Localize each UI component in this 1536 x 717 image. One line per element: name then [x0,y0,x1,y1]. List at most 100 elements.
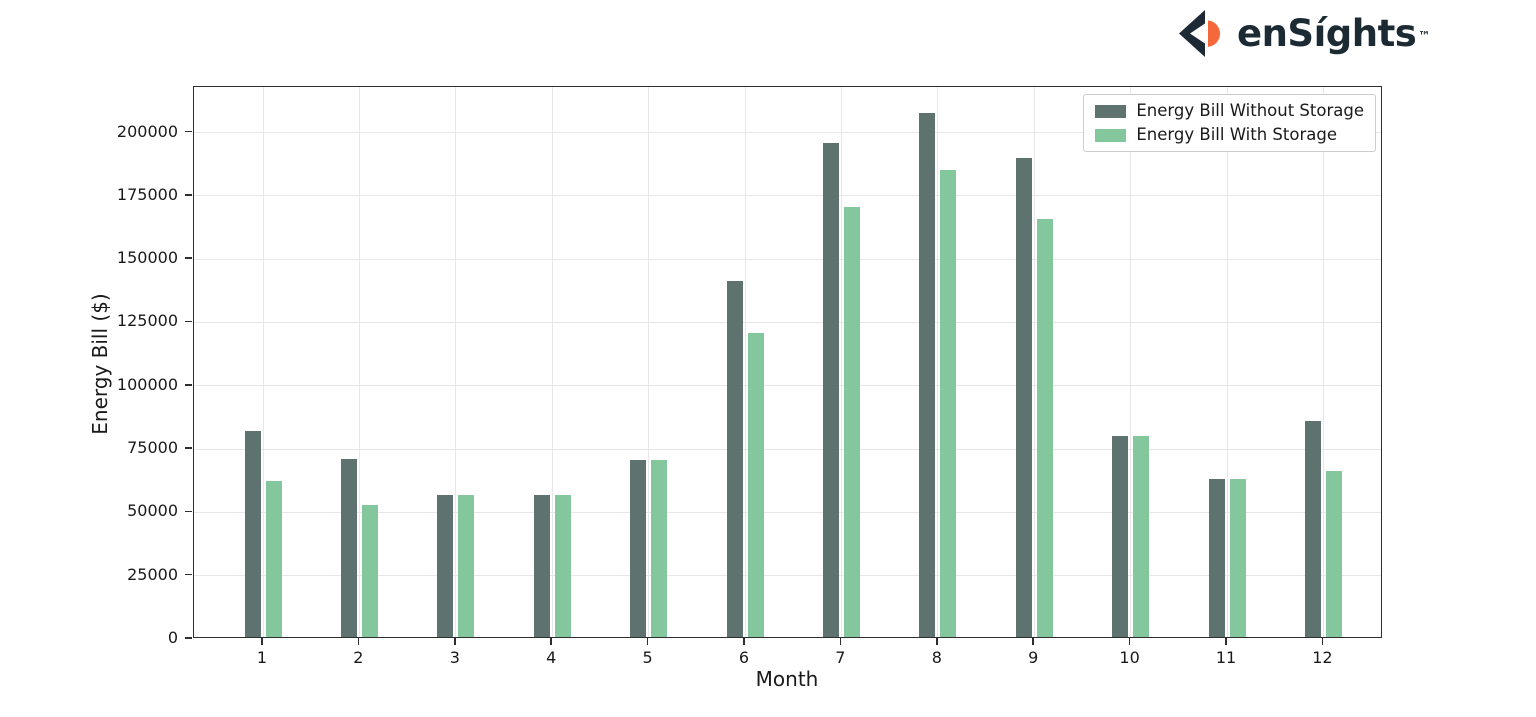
x-tick-label: 1 [256,648,268,667]
bar-month-10-series-0 [1112,435,1129,637]
y-gridline [194,385,1381,387]
x-tick-label: 11 [1215,648,1237,667]
bar-month-8-series-1 [940,169,957,637]
x-tick-mark [936,638,938,645]
x-gridline [551,87,553,637]
bar-month-5-series-1 [651,459,668,637]
y-tick-label: 100000 [116,374,178,394]
y-tick-mark [185,320,192,323]
y-gridline [194,132,1381,134]
x-tick-mark [1225,638,1227,645]
legend-swatch-with-storage [1095,128,1127,142]
y-gridline [194,448,1381,450]
bar-month-4-series-1 [554,495,571,637]
bar-month-7-series-0 [822,143,839,637]
chart-legend: Energy Bill Without Storage Energy Bill … [1083,94,1376,153]
x-tick-mark [550,638,552,645]
x-tick-mark [357,638,360,645]
x-gridline [648,87,650,637]
x-tick-mark [1321,638,1324,645]
x-tick-mark [743,638,745,645]
bar-month-2-series-0 [340,458,357,637]
bar-month-6-series-0 [726,281,743,637]
bar-month-6-series-1 [747,333,764,637]
x-tick-label: 7 [835,648,846,667]
x-tick-mark [839,638,842,645]
y-tick-mark [185,447,192,449]
y-tick-mark [185,194,192,196]
y-gridline [194,575,1381,577]
y-tick-label: 125000 [116,311,178,331]
y-tick-mark [185,130,192,133]
x-gridline [1033,87,1035,637]
bar-month-3-series-0 [437,495,454,637]
y-tick-label: 150000 [116,248,178,268]
bar-month-5-series-0 [630,459,647,637]
bar-month-11-series-0 [1208,478,1225,637]
y-axis-title: Energy Bill ($) [88,293,112,435]
x-tick-mark [261,638,263,645]
x-tick-mark [1128,638,1131,645]
y-tick-label: 75000 [127,438,178,458]
x-gridline [1130,87,1132,637]
x-tick-label: 2 [353,648,364,667]
bar-month-1-series-1 [265,481,282,637]
logo-wordmark: enSíghts ™ [1237,15,1430,52]
legend-item-with-storage: Energy Bill With Storage [1095,125,1364,145]
x-tick-mark [1032,638,1034,645]
y-tick-label: 50000 [127,501,178,521]
bar-month-3-series-1 [458,495,475,637]
bar-month-2-series-1 [361,505,378,637]
x-tick-label: 10 [1119,648,1140,667]
bar-month-4-series-0 [533,495,550,637]
x-gridline [1322,87,1324,637]
legend-item-without-storage: Energy Bill Without Storage [1095,101,1364,120]
x-axis-title: Month [755,667,819,691]
y-tick-label: 175000 [116,184,178,204]
bar-month-8-series-0 [919,112,936,637]
x-gridline [937,87,939,637]
x-gridline [1226,87,1228,637]
y-gridline [194,258,1381,260]
bar-month-12-series-1 [1325,471,1342,637]
x-tick-label: 12 [1312,648,1333,667]
bar-month-9-series-0 [1015,158,1032,637]
ensights-chevron-icon [1179,10,1221,57]
bar-month-1-series-0 [244,430,261,637]
ensights-logo: enSíghts ™ [1178,10,1430,57]
bar-month-11-series-1 [1229,478,1246,637]
bar-month-10-series-1 [1133,435,1150,637]
x-tick-label: 6 [738,648,750,667]
y-tick-label: 0 [167,628,178,647]
trademark-symbol: ™ [1418,28,1431,43]
y-gridline [194,321,1381,323]
x-gridline [358,87,360,637]
x-tick-label: 3 [449,648,460,667]
y-tick-mark [185,384,192,386]
legend-label-with-storage: Energy Bill With Storage [1136,125,1337,145]
x-tick-label: 8 [931,648,942,667]
y-gridline [194,195,1381,197]
y-tick-mark [185,573,192,576]
plot-area: Energy Bill Without Storage Energy Bill … [193,86,1382,638]
y-gridline [194,511,1381,513]
x-gridline [744,87,746,637]
x-tick-label: 4 [546,648,557,667]
y-tick-mark [185,257,192,259]
x-tick-label: 9 [1028,648,1039,667]
x-tick-label: 5 [642,648,653,667]
y-tick-mark [185,637,192,639]
y-tick-label: 200000 [116,121,178,141]
x-tick-mark [454,638,456,645]
y-tick-mark [185,510,192,513]
bar-month-7-series-1 [843,206,860,637]
brand-text: enSíghts [1237,12,1417,55]
bar-month-9-series-1 [1036,219,1053,637]
x-tick-mark [646,638,649,645]
x-gridline [455,87,457,637]
legend-swatch-without-storage [1095,104,1127,118]
x-gridline [262,87,264,637]
x-gridline [840,87,842,637]
bar-month-12-series-0 [1304,420,1321,637]
